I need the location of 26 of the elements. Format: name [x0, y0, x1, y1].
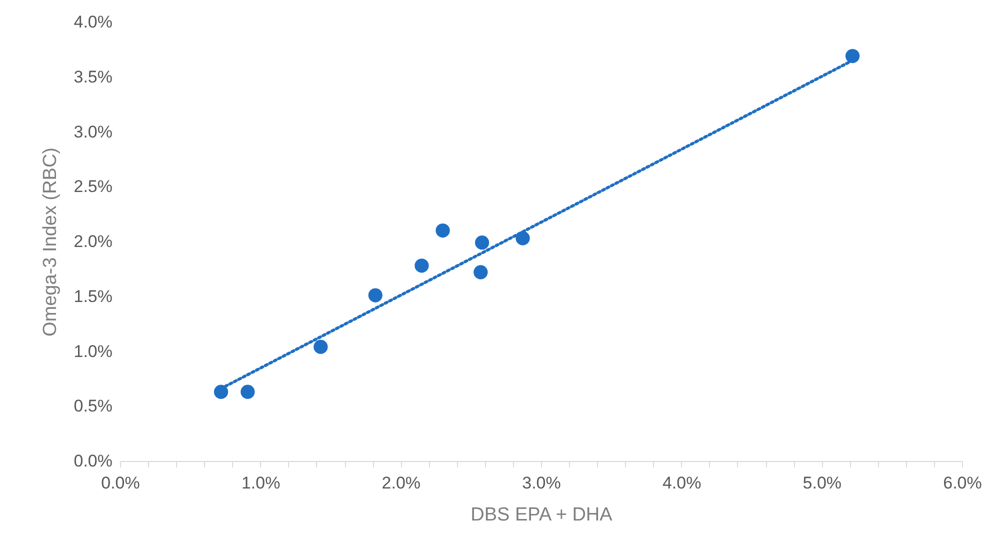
- x-tick-label: 5.0%: [802, 474, 842, 492]
- y-tick-label: 0.0%: [74, 452, 112, 470]
- point: [240, 384, 255, 399]
- x-tick-label: 4.0%: [662, 474, 702, 492]
- point: [474, 236, 490, 250]
- point: [474, 265, 488, 280]
- y-tick-label: 2.0%: [74, 232, 112, 251]
- x-tick-label: 1.0%: [241, 474, 280, 492]
- point: [314, 340, 328, 354]
- y-tick-label: 4.0%: [74, 12, 112, 32]
- y-axis-title: Omega-3 Index (RBC): [40, 147, 61, 337]
- y-tick-label: 0.5%: [74, 396, 112, 416]
- x-tick-label: 6.0%: [943, 474, 982, 492]
- y-tick-label: 2.5%: [74, 177, 112, 196]
- point: [845, 48, 860, 64]
- point: [414, 258, 429, 273]
- x-tick-label: 0.0%: [101, 474, 140, 492]
- y-tick-label: 1.5%: [74, 286, 112, 306]
- point: [368, 288, 382, 302]
- x-tick-label: 2.0%: [382, 474, 421, 492]
- y-tick-label: 3.0%: [74, 122, 112, 142]
- point: [436, 223, 450, 238]
- y-tick-label: 3.5%: [74, 67, 112, 86]
- y-tick-label: 1.0%: [74, 342, 112, 361]
- x-tick-label: 3.0%: [522, 474, 561, 492]
- x-axis-title: DBS EPA + DHA: [470, 504, 613, 526]
